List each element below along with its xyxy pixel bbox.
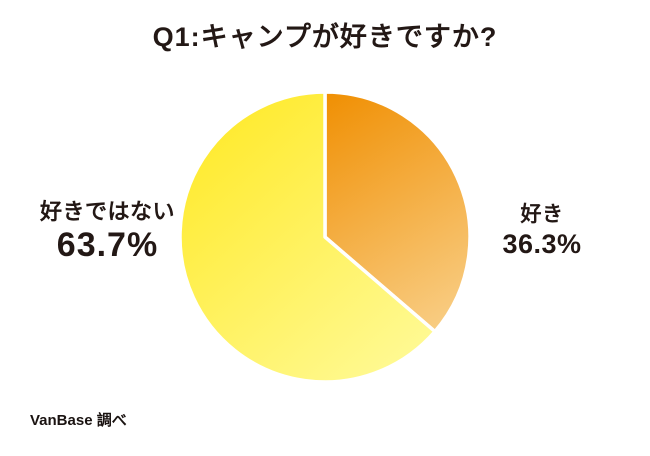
slice-label-dislike-name: 好きではない: [39, 199, 175, 224]
source-note: VanBase 調べ: [30, 412, 127, 429]
slice-label-like: 好き 36.3%: [468, 202, 616, 260]
slice-label-dislike: 好きではない 63.7%: [15, 198, 200, 264]
pie-slice-dislike: [178, 90, 437, 384]
pie-slice-like: [323, 90, 472, 334]
chart-title: Q1:キャンプが好きですか?: [152, 22, 498, 52]
slice-label-dislike-value: 63.7%: [56, 226, 159, 264]
slice-label-like-name: 好き: [520, 203, 564, 226]
slice-label-like-value: 36.3%: [502, 229, 582, 259]
